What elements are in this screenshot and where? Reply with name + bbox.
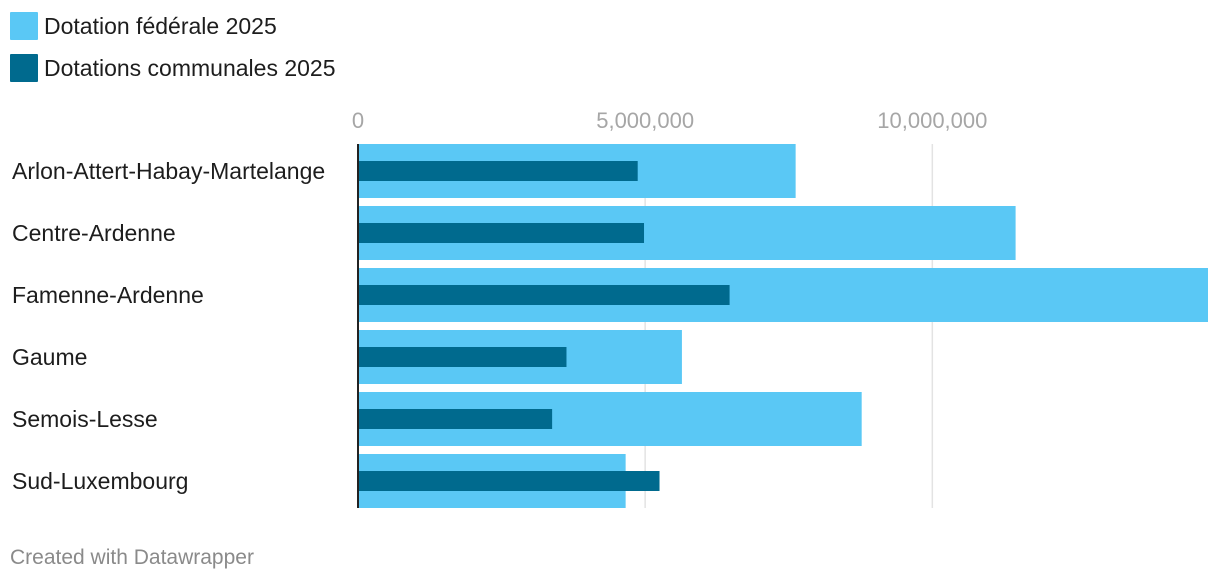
bar-communal xyxy=(358,223,645,243)
bar-communal xyxy=(358,409,553,429)
legend-item-federal: Dotation fédérale 2025 xyxy=(10,10,336,42)
bar-communal xyxy=(358,347,567,367)
category-label: Arlon-Attert-Habay-Martelange xyxy=(12,158,325,184)
category-label: Gaume xyxy=(12,344,87,370)
category-label: Centre-Ardenne xyxy=(12,220,176,246)
legend-swatch-federal xyxy=(10,12,38,40)
x-tick-label: 0 xyxy=(352,108,364,133)
category-label: Semois-Lesse xyxy=(12,406,158,432)
x-tick-label: 10,000,000 xyxy=(877,108,987,133)
legend-swatch-communal xyxy=(10,54,38,82)
x-tick-label: 5,000,000 xyxy=(596,108,694,133)
bar-communal xyxy=(358,471,660,491)
legend: Dotation fédérale 2025 Dotations communa… xyxy=(10,10,336,94)
bar-communal xyxy=(358,161,638,181)
bar-chart: 0 5,000,000 10,000,000 Arlon-Attert-Habay-M… xyxy=(12,108,1208,508)
bar-communal xyxy=(358,285,730,305)
legend-item-communal: Dotations communales 2025 xyxy=(10,52,336,84)
legend-label-communal: Dotations communales 2025 xyxy=(44,54,336,81)
legend-label-federal: Dotation fédérale 2025 xyxy=(44,12,277,39)
category-label: Sud-Luxembourg xyxy=(12,468,188,494)
category-label: Famenne-Ardenne xyxy=(12,282,204,308)
footer-credit: Created with Datawrapper xyxy=(10,546,254,569)
